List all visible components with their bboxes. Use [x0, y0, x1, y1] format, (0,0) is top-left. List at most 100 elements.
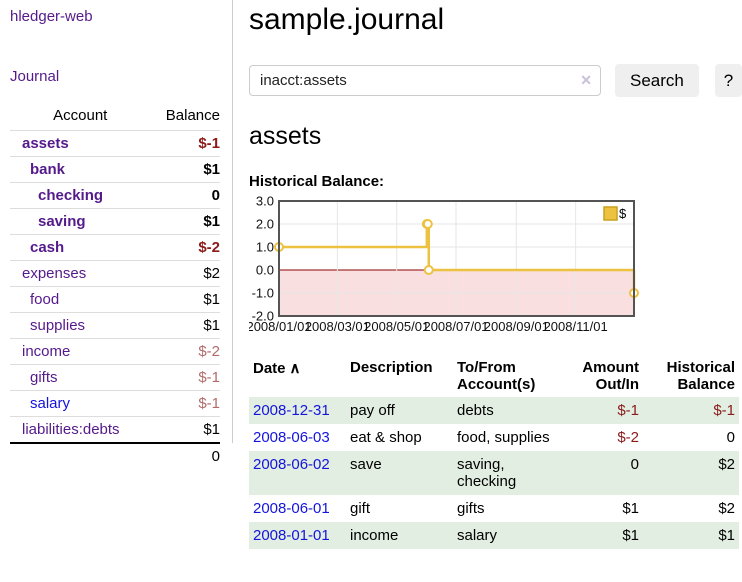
register-header-label: Date [253, 360, 286, 377]
chart-y-tick-label: -1.0 [252, 286, 274, 301]
transaction-accounts-cell: gifts [457, 500, 485, 517]
account-row: cash $-2 [10, 234, 220, 261]
account-cell: supplies [10, 312, 151, 339]
account-row: gifts $-1 [10, 364, 220, 391]
accounts-total-value: 0 [150, 442, 220, 469]
account-row: bank $1 [10, 156, 220, 183]
sort-ascending-icon: ∧ [289, 360, 301, 377]
search-input[interactable] [249, 65, 601, 96]
account-link[interactable]: food [30, 291, 60, 308]
transaction-date-cell: 2008-01-01 [249, 522, 346, 549]
account-cell: expenses [10, 260, 151, 287]
sidebar: hledger-web Journal Account Balance asse… [10, 0, 220, 469]
register-header-date[interactable]: Date ∧ [249, 355, 346, 397]
account-link[interactable]: liabilities:debts [22, 421, 120, 438]
transaction-date-link[interactable]: 2008-06-03 [253, 429, 330, 446]
account-link[interactable]: bank [30, 161, 66, 178]
chart-y-tick-label: 2.0 [256, 217, 274, 232]
app-title-link[interactable]: hledger-web [10, 8, 93, 25]
transaction-description-cell: income [350, 527, 399, 544]
accounts-header-balance: Balance [165, 107, 220, 124]
account-link[interactable]: assets [22, 135, 69, 152]
clear-search-icon[interactable]: ✕ [580, 72, 592, 88]
account-cell: saving [10, 208, 151, 235]
search-button[interactable]: Search [615, 64, 699, 97]
transaction-accounts-cell: debts [457, 402, 494, 419]
register-header-label: Description [350, 359, 433, 376]
account-link[interactable]: gifts [30, 369, 58, 386]
page-title: sample.journal [249, 3, 445, 36]
account-cell: cash [10, 234, 151, 261]
accounts-header-account: Account [53, 107, 108, 124]
account-balance: $-1 [150, 130, 220, 157]
account-row: checking 0 [10, 182, 220, 209]
transaction-balance-cell: $2 [718, 456, 735, 473]
account-link[interactable]: expenses [22, 265, 87, 282]
transaction-date-link[interactable]: 2008-06-01 [253, 500, 330, 517]
help-button[interactable]: ? [714, 64, 742, 97]
account-balance: 0 [150, 182, 220, 209]
account-link[interactable]: supplies [30, 317, 86, 334]
transaction-amount-cell: 0 [630, 456, 639, 473]
transaction-row: 2008-06-03 eat & shop food, supplies $-2 0 [249, 424, 739, 451]
transaction-date-link[interactable]: 2008-06-02 [253, 456, 330, 473]
account-row: expenses $2 [10, 260, 220, 287]
transaction-date-link[interactable]: 2008-12-31 [253, 402, 330, 419]
chart-x-tick-label: 2008/05/01 [364, 319, 429, 334]
account-link[interactable]: cash [30, 239, 65, 256]
account-link[interactable]: saving [38, 213, 86, 230]
account-balance: $1 [150, 416, 220, 443]
account-balance: $1 [150, 286, 220, 313]
chart-legend-label: $ [619, 206, 627, 221]
account-link[interactable]: income [22, 343, 71, 360]
register-header-label: Historical Balance [666, 359, 735, 393]
chart-y-tick-label: -2.0 [252, 309, 274, 324]
account-cell: income [10, 338, 151, 365]
transaction-date-cell: 2008-12-31 [249, 397, 346, 424]
account-link[interactable]: checking [38, 187, 104, 204]
transaction-accounts-cell: saving, checking [457, 456, 517, 490]
account-cell: gifts [10, 364, 151, 391]
account-row: supplies $1 [10, 312, 220, 339]
account-row: assets $-1 [10, 130, 220, 157]
transaction-description-cell: gift [350, 500, 371, 517]
transaction-date-cell: 2008-06-03 [249, 424, 346, 451]
register-header-amount-out-in: Amount Out/In [563, 355, 643, 397]
transaction-row: 2008-01-01 income salary $1 $1 [249, 522, 739, 549]
chart-svg: $3.0 2.0 1.0 0.0 -1.0 -2.02008/01/012008/03/0… [246, 194, 639, 334]
historical-balance-chart: $3.0 2.0 1.0 0.0 -1.0 -2.0 2008/01/01 2008/03/0… [246, 194, 719, 337]
chart-y-tick-label: 3.0 [256, 195, 274, 209]
account-row: liabilities:debts $1 [10, 416, 220, 443]
chart-y-tick-label: 1.0 [256, 240, 274, 255]
transaction-description-cell: pay off [350, 402, 395, 419]
transaction-date-link[interactable]: 2008-01-01 [253, 527, 330, 544]
transaction-date-cell: 2008-06-02 [249, 451, 346, 495]
transaction-description-cell: eat & shop [350, 429, 422, 446]
accounts-table: Account Balance assets $-1 bank $1 checking 0… [10, 103, 220, 469]
register-header-to-from-account-s-: To/From Account(s) [453, 355, 563, 397]
transaction-balance-cell: 0 [726, 429, 735, 446]
chart-x-tick-label: 2008/11/01 [544, 319, 608, 334]
transaction-amount-cell: $1 [622, 500, 639, 517]
transaction-balance-cell: $-1 [713, 402, 735, 419]
register-header-label: Amount Out/In [582, 359, 639, 393]
chart-x-tick-label: 2008/09/01 [484, 319, 549, 334]
chart-x-tick-label: 2008/01/01 [249, 319, 312, 334]
main-content: sample.journal ✕ Search ? assets Histori… [246, 0, 742, 549]
chart-x-tick-label: 2008/07/01 [423, 319, 488, 334]
search-form: ✕ Search ? [249, 64, 742, 97]
register-header-historical-balance: Historical Balance [643, 355, 739, 397]
transaction-accounts-cell: food, supplies [457, 429, 550, 446]
register-header-description: Description [346, 355, 453, 397]
account-cell: checking [10, 182, 151, 209]
account-cell: assets [10, 130, 151, 157]
sidebar-item-journal[interactable]: Journal [10, 68, 60, 85]
chart-y-tick-label: 0.0 [256, 263, 274, 278]
account-cell: salary [10, 390, 151, 417]
chart-title: Historical Balance: [249, 173, 385, 190]
transaction-row: 2008-12-31 pay off debts $-1 $-1 [249, 397, 739, 424]
transaction-balance-cell: $2 [718, 500, 735, 517]
account-cell: food [10, 286, 151, 313]
account-balance: $1 [150, 208, 220, 235]
account-link[interactable]: salary [30, 395, 71, 412]
